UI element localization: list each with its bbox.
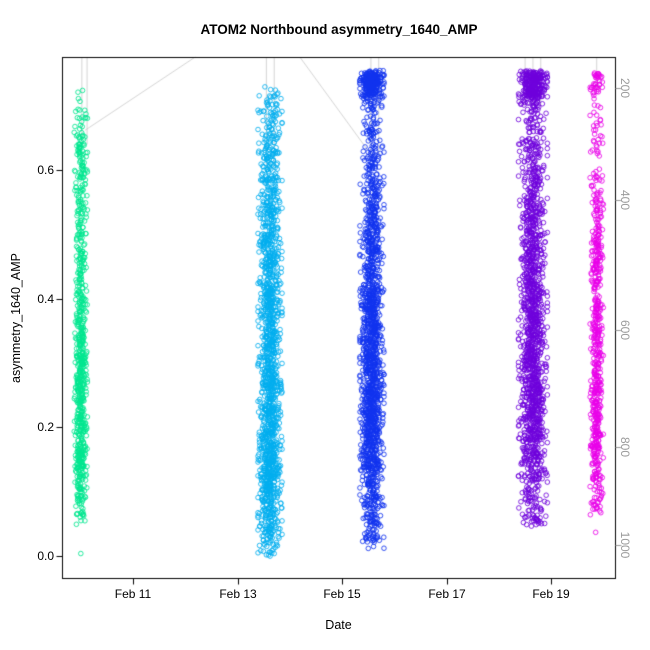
right-tick-label: 200	[618, 77, 632, 99]
x-tick-label: Feb 11	[114, 587, 152, 601]
right-tick-label: 400	[618, 189, 632, 211]
right-tick-label: 600	[618, 319, 632, 341]
x-tick-label: Feb 17	[428, 587, 466, 601]
right-tick-label: 1000	[618, 531, 632, 559]
x-axis-title: Date	[325, 618, 352, 632]
y-tick-label: 0.0	[37, 549, 54, 563]
x-tick-label: Feb 15	[323, 587, 361, 601]
chart-title: ATOM2 Northbound asymmetry_1640_AMP	[200, 22, 478, 37]
right-tick-label: 800	[618, 436, 632, 458]
x-tick-label: Feb 13	[219, 587, 257, 601]
y-tick-label: 0.4	[37, 292, 54, 306]
x-tick-label: Feb 19	[532, 587, 570, 601]
y-axis-title: asymmetry_1640_AMP	[9, 253, 23, 383]
y-tick-label: 0.2	[37, 420, 54, 434]
y-tick-label: 0.6	[37, 163, 54, 177]
